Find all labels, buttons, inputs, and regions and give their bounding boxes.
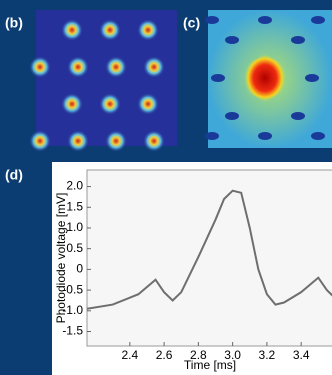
spot	[99, 93, 121, 115]
y-tick-label: 1.5	[66, 199, 83, 213]
y-tick-label: 0	[76, 262, 83, 276]
spot	[67, 56, 89, 78]
figure: (b) (c) (d) Photodiode voltage [mV] Time…	[0, 0, 332, 375]
panel-label: (c)	[183, 15, 200, 31]
y-tick-label: 2.0	[66, 179, 83, 193]
y-tick-label: -0.5	[62, 282, 83, 296]
y-tick-label: -1.5	[62, 324, 83, 338]
x-tick-label: 3.4	[293, 348, 310, 362]
spot	[137, 19, 159, 41]
spot	[225, 36, 239, 44]
x-tick-label: 2.4	[121, 348, 138, 362]
x-tick-label: 2.6	[156, 348, 173, 362]
spot	[311, 132, 325, 140]
spot	[311, 16, 325, 24]
spot	[143, 130, 165, 152]
spot	[205, 16, 219, 24]
panel-label: (b)	[5, 15, 23, 31]
spot	[291, 112, 305, 120]
spot	[61, 93, 83, 115]
spot	[99, 19, 121, 41]
x-tick-label: 3.0	[224, 348, 241, 362]
spot	[137, 93, 159, 115]
plot-area	[87, 170, 332, 346]
spot	[29, 56, 51, 78]
spot	[105, 130, 127, 152]
spot	[258, 132, 272, 140]
y-tick-label: 0.5	[66, 241, 83, 255]
panel-label: (d)	[5, 167, 23, 183]
spot	[143, 56, 165, 78]
spot	[225, 112, 239, 120]
spot	[211, 74, 225, 82]
y-tick-label: 1.0	[66, 220, 83, 234]
spot	[205, 132, 219, 140]
spot	[29, 130, 51, 152]
spot	[258, 16, 272, 24]
spot	[67, 130, 89, 152]
spot	[61, 19, 83, 41]
spot	[291, 36, 305, 44]
page: {"panels": ["(b)", "(c)", "(d)"], "chart…	[0, 0, 332, 375]
y-tick-label: -1.0	[62, 303, 83, 317]
spot	[305, 74, 319, 82]
x-tick-label: 2.8	[190, 348, 207, 362]
spot	[105, 56, 127, 78]
x-tick-label: 3.2	[259, 348, 276, 362]
